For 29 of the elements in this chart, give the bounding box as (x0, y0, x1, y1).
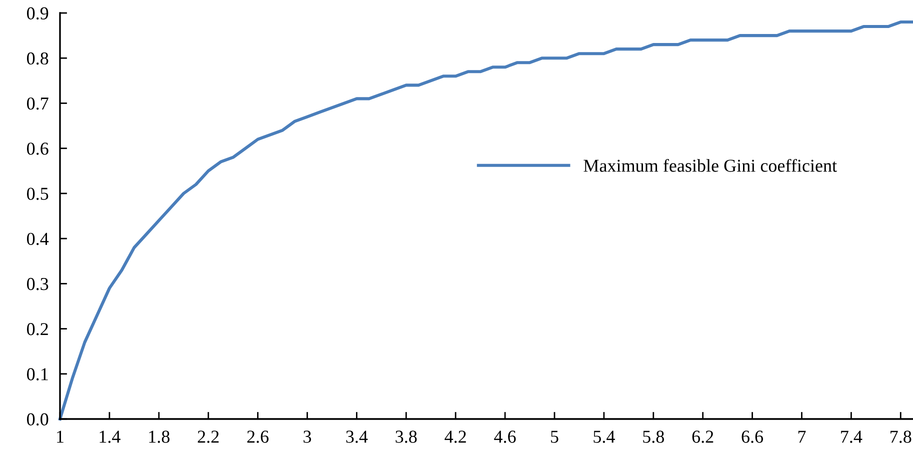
x-tick-label: 6.2 (692, 430, 714, 443)
y-tick-label: 0.0 (27, 413, 48, 426)
x-tick-label: 5.4 (594, 430, 615, 443)
x-tick-label: 5.8 (643, 430, 664, 443)
x-tick-label: 2.6 (247, 430, 269, 443)
x-tick-label: 3.8 (396, 430, 417, 443)
y-tick-label: 0.6 (27, 142, 48, 155)
x-tick-label: 4.2 (444, 430, 466, 443)
y-tick-label: 0.4 (27, 232, 49, 246)
x-tick-label: 5 (551, 430, 558, 443)
y-tick-label: 0.7 (27, 97, 48, 110)
text: Maximum feasible Gini coefficient (584, 158, 837, 172)
x-tick-label: 6.6 (742, 430, 764, 443)
x-tick-label: 7.4 (841, 430, 862, 443)
x-tick-label: 7.8 (890, 430, 912, 443)
y-tick-label: 0.3 (27, 278, 48, 290)
x-tick-label: 1.4 (100, 430, 120, 443)
x-tick-label: 1.8 (149, 430, 170, 443)
y-tick-label: 0.1 (27, 368, 48, 380)
x-tick-label: 2.2 (198, 430, 219, 443)
x-tick-label: 7 (798, 430, 806, 443)
x-tick-label: 3.4 (346, 430, 368, 443)
y-tick-label: 0.5 (27, 188, 48, 200)
y-tick-label: 0.8 (27, 52, 48, 65)
x-tick-label: 4.6 (494, 430, 516, 443)
x-tick-label: 1 (57, 430, 64, 443)
y-tick-label: 0.9 (27, 7, 48, 20)
y-tick-label: 0.2 (27, 323, 48, 336)
x-tick-label: 3 (304, 430, 312, 443)
